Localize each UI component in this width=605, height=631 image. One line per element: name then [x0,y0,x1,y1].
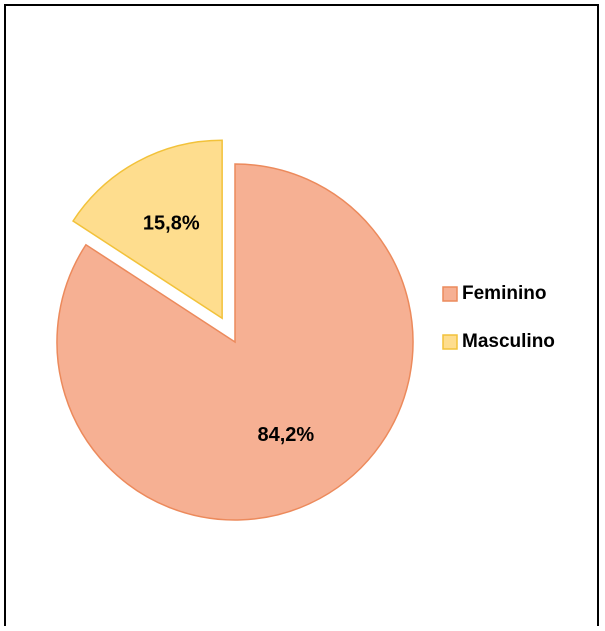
legend-swatch [442,286,458,302]
pie-slice [72,139,223,320]
legend-label: Feminino [462,283,546,304]
legend-swatch [442,334,458,350]
legend-label: Masculino [462,331,555,352]
data-label: 15,8% [143,213,200,235]
pie-slice [56,163,414,521]
data-label: 84,2% [258,424,315,446]
